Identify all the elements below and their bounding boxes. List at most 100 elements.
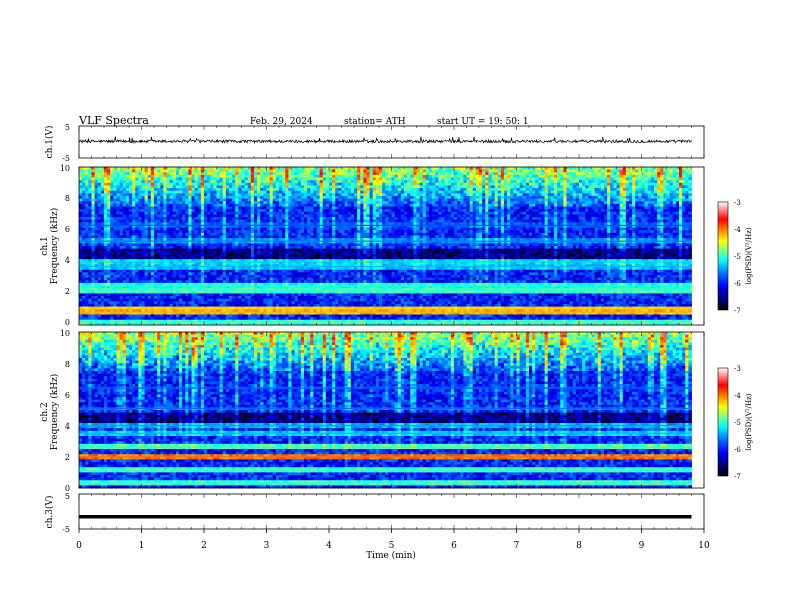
spectrogram-cell: [185, 203, 189, 207]
spectrogram-cell: [132, 253, 136, 257]
spectrogram-cell: [307, 240, 311, 244]
spectrogram-cell: [300, 211, 305, 215]
spectrogram-cell: [150, 201, 155, 205]
spectrogram-cell: [213, 227, 217, 231]
spectrogram-cell: [166, 174, 171, 178]
spectrogram-cell: [147, 235, 152, 239]
spectrogram-cell: [266, 230, 271, 234]
spectrogram-cell: [216, 219, 221, 223]
spectrogram-cell: [291, 259, 296, 263]
spectrogram-cell: [229, 309, 233, 313]
spectrogram-cell: [319, 259, 324, 263]
spectrogram-cell: [122, 256, 127, 260]
spectrogram-cell: [275, 203, 280, 207]
spectrogram-cell: [172, 180, 177, 184]
spectrogram-cell: [310, 282, 314, 286]
spectrogram-cell: [291, 251, 296, 255]
spectrogram-cell: [104, 224, 108, 228]
spectrogram-cell: [200, 188, 205, 192]
spectrogram-cell: [91, 253, 96, 257]
spectrogram-cell: [216, 185, 221, 189]
spectrogram-cell: [122, 235, 127, 239]
spectrogram-cell: [294, 232, 299, 236]
spectrogram-cell: [210, 201, 214, 205]
spectrogram-cell: [232, 280, 236, 284]
spectrogram-cell: [172, 303, 177, 307]
spectrogram-cell: [97, 180, 102, 184]
spectrogram-cell: [182, 172, 186, 176]
spectrogram-cell: [260, 211, 264, 215]
spectrogram-cell: [157, 203, 161, 207]
spectrogram-cell: [238, 167, 242, 171]
spectrogram-cell: [175, 309, 180, 313]
spectrogram-cell: [304, 167, 308, 171]
spectrogram-cell: [88, 314, 92, 318]
spectrogram-cell: [135, 251, 139, 255]
spectrogram-cell: [219, 274, 224, 278]
spectrogram-cell: [107, 232, 111, 236]
spectrogram-cell: [197, 285, 202, 289]
spectrogram-cell: [244, 190, 249, 194]
spectrogram-cell: [313, 214, 317, 218]
spectrogram-cell: [250, 167, 255, 171]
spectrogram-cell: [182, 174, 186, 178]
spectrogram-cell: [141, 248, 146, 252]
spectrogram-cell: [104, 174, 108, 178]
spectrogram-cell: [241, 240, 246, 244]
spectrogram-cell: [104, 272, 108, 276]
spectrogram-cell: [122, 253, 127, 257]
spectrogram-cell: [319, 290, 324, 294]
spectrogram-cell: [297, 246, 302, 250]
spectrogram-cell: [135, 267, 139, 271]
spectrogram-cell: [113, 195, 117, 199]
spectrogram-cell: [160, 193, 164, 197]
spectrogram-cell: [160, 174, 164, 178]
spectrogram-cell: [247, 296, 252, 300]
spectrogram-cell: [285, 172, 289, 176]
spectrogram-cell: [160, 317, 164, 321]
ch1-spectrogram-panel: 10 8 6 4 2 0 ch.1 Frequency (kHz): [40, 164, 705, 327]
spectrogram-cell: [166, 230, 171, 234]
spectrogram-cell: [172, 290, 177, 294]
spectrogram-cell: [141, 293, 146, 297]
spectrogram-cell: [238, 174, 242, 178]
spectrogram-cell: [282, 290, 286, 294]
spectrogram-cell: [310, 227, 314, 231]
spectrogram-cell: [122, 188, 127, 192]
spectrogram-cell: [122, 282, 127, 286]
spectrogram-cell: [219, 322, 224, 326]
spectrogram-cell: [254, 193, 258, 197]
spectrogram-cell: [91, 232, 96, 236]
spectrogram-cell: [325, 193, 330, 197]
spectrogram-cell: [200, 240, 205, 244]
spectrogram-cell: [166, 269, 171, 273]
spectrogram-cell: [272, 280, 277, 284]
spectrogram-cell: [147, 193, 152, 197]
spectrogram-cell: [210, 235, 214, 239]
spectrogram-cell: [294, 227, 299, 231]
spectrogram-cell: [229, 282, 233, 286]
spectrogram-cell: [204, 238, 208, 242]
spectrogram-cell: [232, 235, 236, 239]
spectrogram-cell: [191, 259, 196, 263]
spectrogram-cell: [150, 269, 155, 273]
spectrogram-cell: [97, 248, 102, 252]
spectrogram-cell: [150, 177, 155, 181]
spectrogram-cell: [250, 211, 255, 215]
spectrogram-cell: [97, 317, 102, 321]
spectrogram-cell: [210, 224, 214, 228]
spectrogram-cell: [160, 172, 164, 176]
spectrogram-cell: [182, 235, 186, 239]
spectrogram-cell: [207, 246, 211, 250]
spectrogram-cell: [244, 182, 249, 186]
spectrogram-cell: [316, 217, 321, 221]
spectrogram-cell: [88, 311, 92, 315]
spectrogram-cell: [179, 227, 183, 231]
spectrogram-cell: [307, 261, 311, 265]
spectrogram-cell: [119, 238, 124, 242]
spectrogram-cell: [188, 285, 192, 289]
spectrogram-cell: [238, 309, 242, 313]
spectrogram-cell: [288, 240, 292, 244]
spectrogram-cell: [307, 193, 311, 197]
spectrogram-cell: [110, 259, 114, 263]
